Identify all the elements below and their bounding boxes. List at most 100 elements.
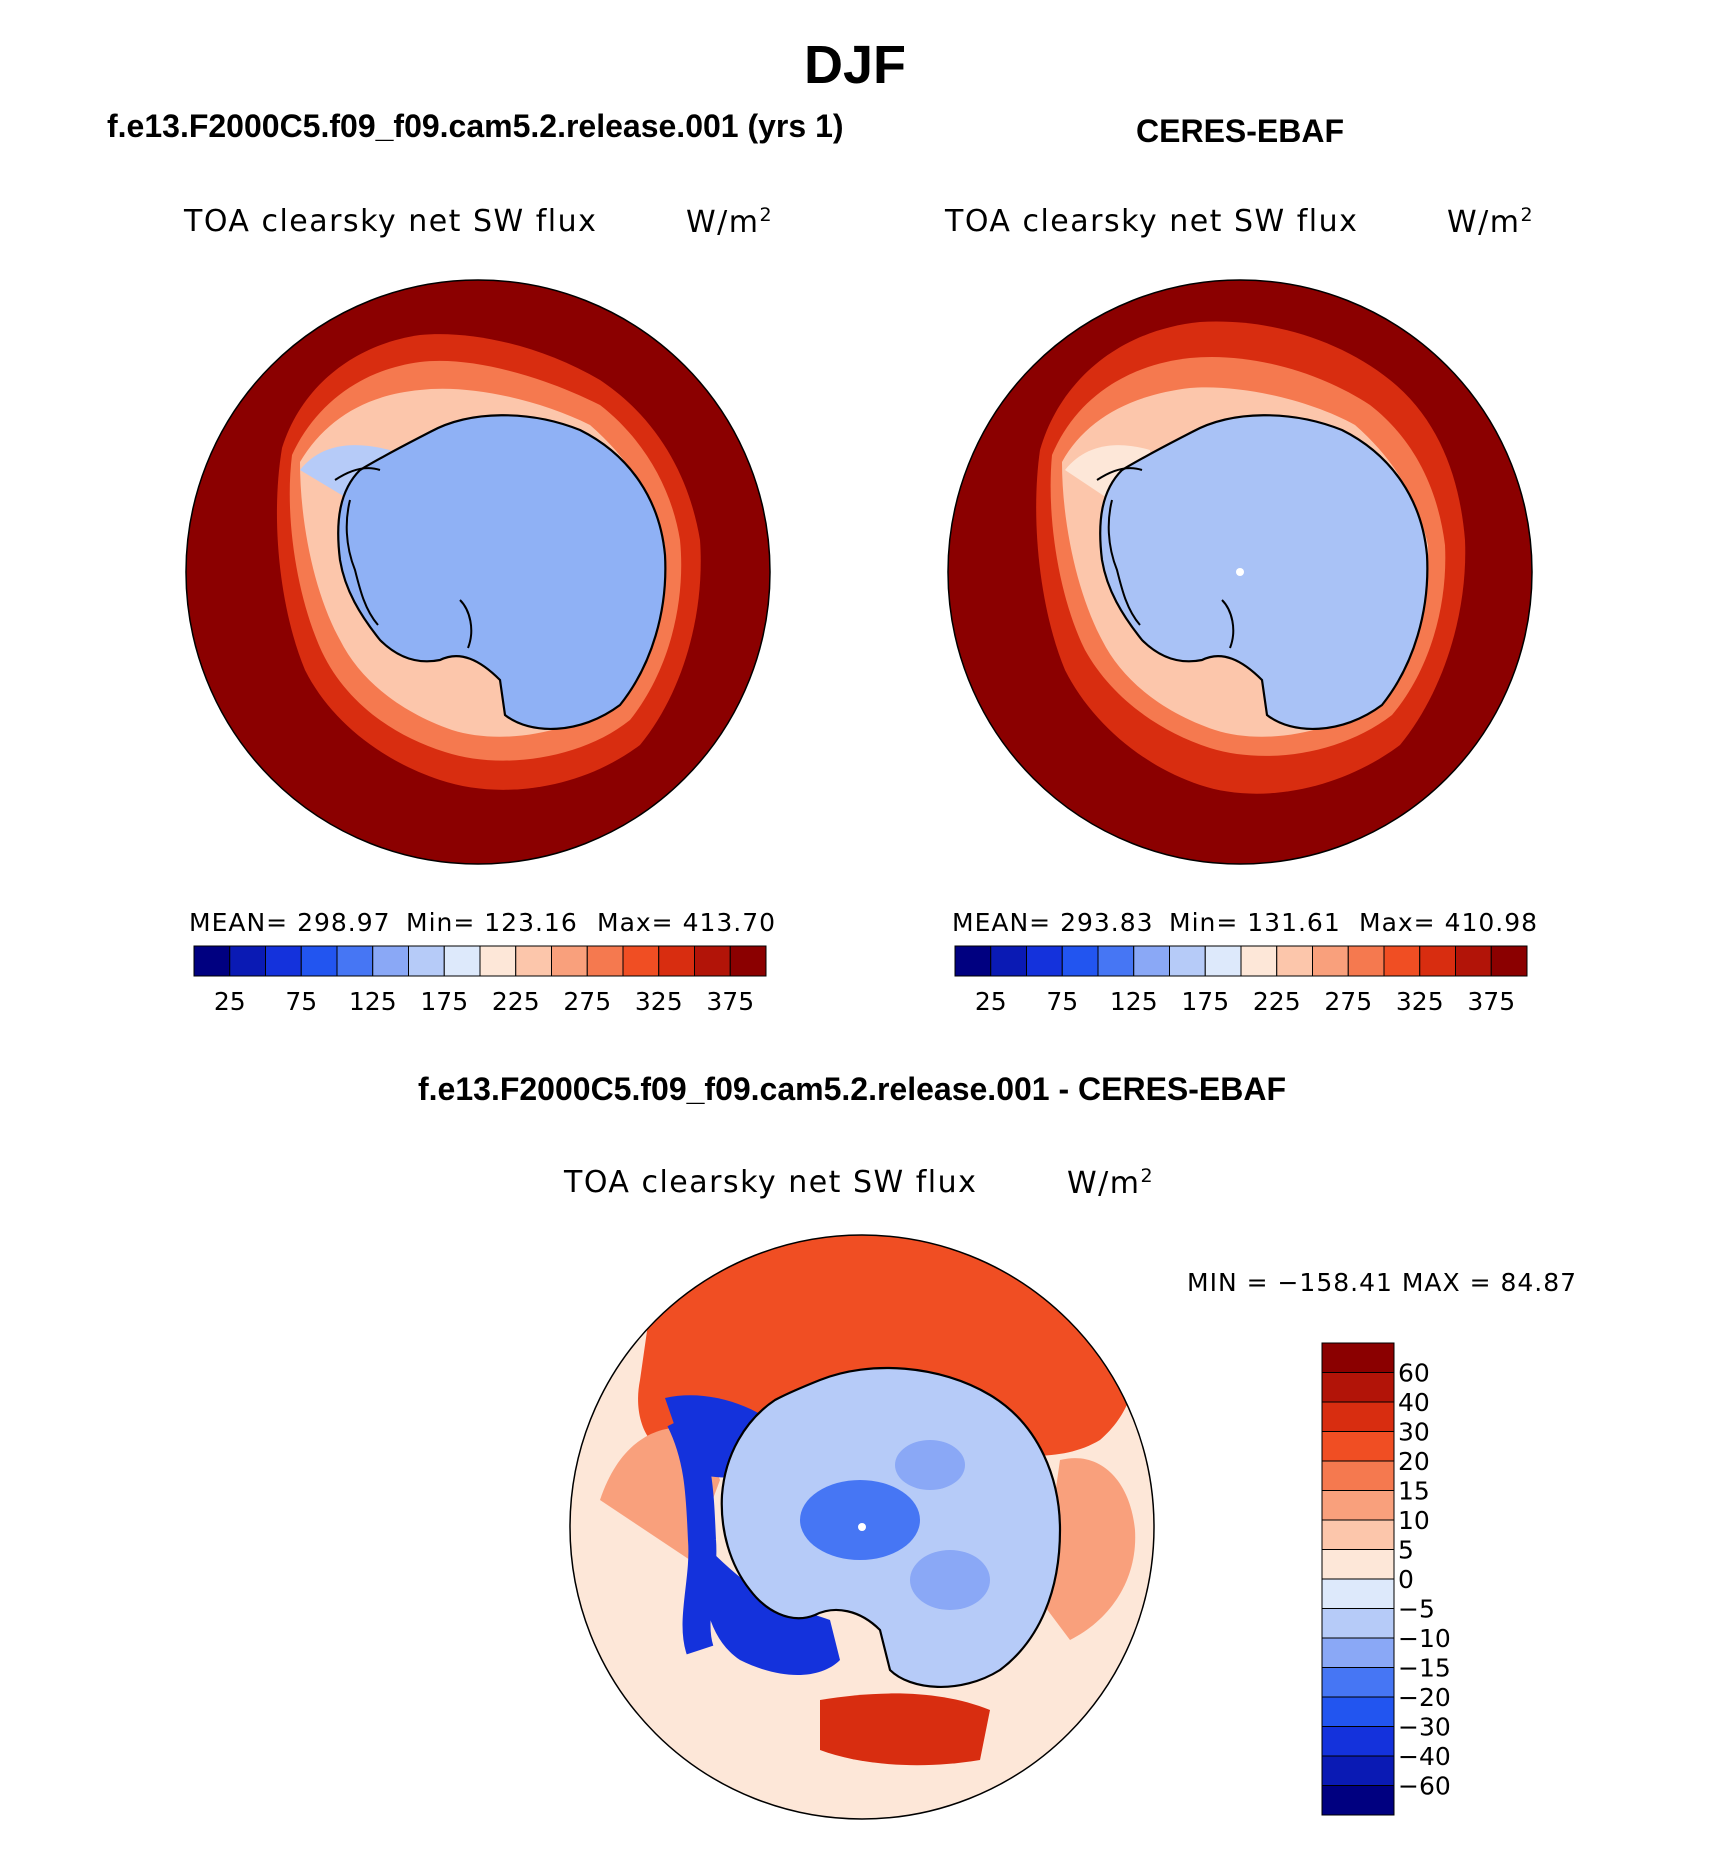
panel2-colorbar-tick-1: 75 [1046, 987, 1078, 1016]
panel1-colorbar-swatch-14 [694, 945, 731, 977]
panel2-colorbar-swatch-2 [1026, 945, 1063, 977]
panel1-colorbar-tick-1: 75 [285, 987, 317, 1016]
panel1-colorbar-tick-3: 175 [420, 987, 468, 1016]
panel2-colorbar-tick-5: 275 [1324, 987, 1372, 1016]
diff-colorbar [1321, 1342, 1395, 1816]
panel1-colorbar-swatch-4 [336, 945, 374, 977]
panel2-colorbar-swatch-5 [1133, 945, 1170, 977]
panel2-colorbar-swatch-11 [1347, 945, 1385, 977]
panel2-colorbar-swatch-3 [1061, 945, 1099, 977]
diff-colorbar-tick-0: 60 [1398, 1359, 1430, 1388]
diff-colorbar-tick-7: 0 [1398, 1565, 1414, 1594]
panel2-colorbar-swatch-12 [1383, 945, 1421, 977]
panel1-colorbar-ticks: 25 75 125 175 225 275 325 375 [214, 987, 754, 1016]
panel2-stat-max: Max= 410.98 [1359, 908, 1539, 937]
panel2-colorbar-swatch-1 [990, 945, 1027, 977]
panel2-colorbar [954, 945, 1528, 977]
panel1-colorbar-swatch-11 [586, 945, 624, 977]
diff-colorbar-swatch-9 [1321, 1608, 1395, 1639]
diff-colorbar-swatch-5 [1321, 1490, 1395, 1521]
diff-colorbar-swatch-11 [1321, 1667, 1395, 1698]
panel1-plot-title: TOA clearsky net SW flux [184, 204, 598, 239]
diff-colorbar-tick-5: 10 [1398, 1506, 1430, 1535]
panel2-colorbar-tick-2: 125 [1110, 987, 1158, 1016]
panel2-plot-title: TOA clearsky net SW flux [945, 204, 1359, 239]
panel1-colorbar-swatch-13 [658, 945, 695, 977]
diff-colorbar-tick-1: 40 [1398, 1388, 1430, 1417]
panel1-colorbar-swatch-2 [265, 945, 302, 977]
diff-colorbar-swatch-4 [1321, 1460, 1395, 1491]
panel1-units: W/m2 [686, 204, 774, 240]
diff-units: W/m2 [1067, 1165, 1155, 1201]
panel1-colorbar-tick-6: 325 [635, 987, 683, 1016]
panel2-colorbar-swatch-7 [1204, 945, 1242, 977]
diff-colorbar-swatch-15 [1321, 1785, 1395, 1816]
panel2-colorbar-swatch-6 [1169, 945, 1206, 977]
panel2-colorbar-swatch-10 [1312, 945, 1349, 977]
diff-colorbar-swatch-2 [1321, 1401, 1395, 1432]
diff-colorbar-tick-12: −30 [1398, 1713, 1451, 1742]
panel2-colorbar-swatch-8 [1240, 945, 1278, 977]
diff-colorbar-tick-3: 20 [1398, 1447, 1430, 1476]
panel1-colorbar-tick-5: 275 [563, 987, 611, 1016]
panel1-colorbar-swatch-0 [193, 945, 231, 977]
diff-colorbar-swatch-3 [1321, 1431, 1395, 1462]
panel2-units: W/m2 [1447, 204, 1535, 240]
panel1-stat-max: Max= 413.70 [597, 908, 777, 937]
diff-plot-title: TOA clearsky net SW flux [564, 1165, 978, 1200]
panel2-colorbar-tick-3: 175 [1181, 987, 1229, 1016]
diff-colorbar-tick-2: 30 [1398, 1418, 1430, 1447]
diff-colorbar-swatch-8 [1321, 1578, 1395, 1609]
panel2-colorbar-swatch-13 [1419, 945, 1456, 977]
panel2-colorbar-ticks: 25 75 125 175 225 275 325 375 [975, 987, 1515, 1016]
diff-colorbar-swatch-12 [1321, 1696, 1395, 1727]
figure-title: DJF [803, 35, 906, 95]
panel1-colorbar-tick-2: 125 [349, 987, 397, 1016]
panel1-colorbar-swatch-12 [622, 945, 660, 977]
diff-colorbar-swatch-6 [1321, 1519, 1395, 1550]
panel2-colorbar-tick-7: 375 [1467, 987, 1515, 1016]
panel1-colorbar-tick-4: 225 [492, 987, 540, 1016]
diff-colorbar-tick-10: −15 [1398, 1654, 1451, 1683]
panel2-colorbar-tick-0: 25 [975, 987, 1007, 1016]
panel1-colorbar-swatch-9 [515, 945, 552, 977]
diff-colorbar-swatch-14 [1321, 1755, 1395, 1786]
panel1-colorbar-swatch-3 [300, 945, 338, 977]
diff-colorbar-tick-6: 5 [1398, 1536, 1414, 1565]
panel2-colorbar-tick-6: 325 [1396, 987, 1444, 1016]
diff-header: f.e13.F2000C5.f09_f09.cam5.2.release.001… [418, 1071, 1287, 1107]
panel1-colorbar-swatch-8 [479, 945, 517, 977]
panel1-colorbar-swatch-10 [551, 945, 588, 977]
panel1-colorbar-tick-0: 25 [214, 987, 246, 1016]
diff-colorbar-swatch-13 [1321, 1726, 1395, 1757]
panel1-colorbar-swatch-7 [443, 945, 481, 977]
panel2-header: CERES-EBAF [1136, 113, 1345, 149]
panel1-colorbar-swatch-15 [729, 945, 767, 977]
panel2-colorbar-swatch-4 [1097, 945, 1135, 977]
panel1-colorbar-tick-7: 375 [706, 987, 754, 1016]
diff-colorbar-swatch-0 [1321, 1342, 1395, 1373]
panel1-colorbar [193, 945, 767, 977]
diff-colorbar-swatch-1 [1321, 1372, 1395, 1403]
diff-colorbar-tick-9: −10 [1398, 1624, 1451, 1653]
diff-colorbar-tick-13: −40 [1398, 1742, 1451, 1771]
panel2-colorbar-swatch-9 [1276, 945, 1313, 977]
diff-colorbar-tick-8: −5 [1398, 1595, 1435, 1624]
diff-minmax: MIN = −158.41 MAX = 84.87 [1187, 1268, 1578, 1297]
panel2-stat-mean: MEAN= 293.83 [952, 908, 1154, 937]
panel2-colorbar-swatch-15 [1490, 945, 1528, 977]
diff-colorbar-tick-11: −20 [1398, 1683, 1451, 1712]
panel2-stat-min: Min= 131.61 [1169, 908, 1341, 937]
panel1-colorbar-swatch-1 [229, 945, 266, 977]
panel2-colorbar-tick-4: 225 [1253, 987, 1301, 1016]
panel1-header: f.e13.F2000C5.f09_f09.cam5.2.release.001… [107, 108, 844, 144]
panel2-colorbar-swatch-14 [1455, 945, 1492, 977]
diff-colorbar-tick-14: −60 [1398, 1772, 1451, 1801]
panel1-stat-min: Min= 123.16 [406, 908, 578, 937]
panel1-colorbar-swatch-5 [372, 945, 409, 977]
panel1-colorbar-swatch-6 [408, 945, 445, 977]
panel1-stat-mean: MEAN= 298.97 [189, 908, 391, 937]
diff-colorbar-swatch-10 [1321, 1637, 1395, 1668]
diff-colorbar-swatch-7 [1321, 1549, 1395, 1580]
